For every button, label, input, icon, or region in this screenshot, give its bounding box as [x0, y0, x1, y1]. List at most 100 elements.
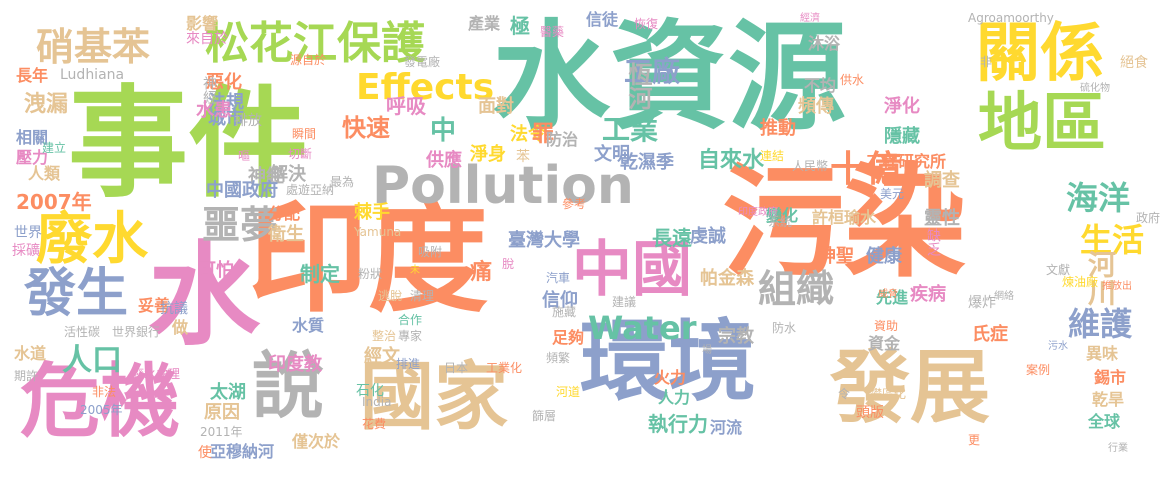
word: 健康	[866, 246, 902, 267]
word: 臺灣大學	[508, 230, 580, 251]
word: 工程研究所	[866, 152, 947, 171]
word: 乾濕季	[620, 152, 674, 173]
word: Pollution	[372, 156, 634, 216]
word: 防治	[546, 130, 579, 149]
word: 異味	[1086, 344, 1119, 363]
word: 維護	[1068, 305, 1133, 343]
word: 不均	[804, 76, 837, 95]
word: 長遠	[652, 226, 692, 250]
word: 美元	[880, 187, 905, 201]
word: 呼吸	[386, 94, 426, 118]
word: 期許	[14, 369, 39, 383]
word: 參考	[562, 197, 587, 211]
word: 足夠	[552, 328, 585, 347]
word: 神聖	[818, 246, 854, 267]
word: 虔誠	[690, 226, 726, 247]
word: 廢水處理	[132, 367, 181, 381]
word: 全球	[1088, 412, 1121, 431]
word: 2011年	[200, 425, 243, 439]
word: 石化	[356, 383, 384, 399]
word: 非	[980, 55, 993, 69]
word: India	[362, 395, 392, 409]
word: 沐浴	[808, 34, 841, 53]
word: 靈性	[924, 208, 960, 229]
word: 中	[430, 116, 457, 146]
word: 惡化	[206, 72, 242, 93]
word: Yamuna	[354, 225, 402, 239]
word: 組織	[758, 267, 835, 311]
word: Ludhiana	[60, 67, 125, 83]
word: 日本	[444, 361, 469, 375]
word: 說	[252, 344, 325, 428]
word: 政府	[1136, 211, 1161, 225]
word: 噩夢	[202, 203, 279, 247]
word: 排進	[396, 357, 421, 371]
word: 快速	[342, 114, 390, 142]
word: 連結	[760, 149, 785, 163]
word: 極	[510, 14, 530, 38]
word: 淨化	[884, 96, 920, 117]
word: 威脅	[878, 289, 898, 300]
word: 法令	[510, 124, 546, 145]
word: 河道	[556, 385, 581, 399]
word: 建議	[612, 295, 637, 309]
word: 棘手	[354, 202, 390, 223]
word: 合作	[398, 313, 423, 327]
word: 關係	[976, 17, 1104, 91]
word: 水患	[196, 100, 232, 121]
word: 松花江保護	[205, 18, 425, 69]
word: 攀區化	[870, 387, 907, 401]
word: 脫	[502, 257, 515, 271]
word: 2007年	[16, 190, 92, 214]
word: 世界	[14, 225, 42, 241]
word: 2005年	[80, 403, 123, 417]
word: 隱藏	[884, 126, 920, 147]
word: 十億	[830, 149, 903, 190]
word: 法規	[208, 92, 244, 113]
word: 人力	[658, 388, 691, 407]
word: 發電廠	[404, 55, 441, 69]
word: 洩漏	[24, 92, 69, 117]
word: 爆炸	[968, 295, 996, 311]
word: 人民幣	[792, 159, 829, 173]
word: 污水	[1048, 341, 1068, 352]
word: 錫市	[1094, 368, 1127, 387]
word: 經濟	[800, 13, 820, 24]
word: 吸附	[418, 245, 443, 259]
word: 更	[968, 433, 981, 447]
word: 地區	[978, 87, 1106, 161]
word: 河流	[710, 418, 743, 437]
word: 妥善	[138, 296, 171, 315]
word: 花費	[362, 417, 387, 431]
word: 頭版	[856, 405, 884, 421]
word: 粉狀	[358, 267, 383, 281]
word: 水道	[14, 344, 47, 363]
word: 污染	[722, 152, 966, 294]
word: 相關	[16, 128, 49, 147]
word: 信徒	[586, 10, 619, 29]
word: 中國政府	[206, 180, 278, 201]
word: 長年	[16, 66, 49, 85]
word: 供應	[426, 150, 462, 171]
word: 供水	[840, 73, 865, 87]
word: 資助	[874, 319, 899, 333]
word: 煉油廠	[1062, 275, 1099, 289]
word: 廢水	[36, 207, 148, 272]
word: 分配	[268, 204, 301, 223]
word: 工業	[602, 113, 659, 146]
word: 推放出	[1102, 281, 1132, 292]
word: 切斷	[288, 147, 313, 161]
word: Agroamoorthy	[968, 11, 1054, 25]
word: 系統	[768, 215, 793, 229]
word: 產業	[468, 14, 501, 33]
word: 危機	[20, 355, 180, 448]
word: 生活	[1080, 221, 1145, 259]
word: 活性碳	[64, 325, 101, 339]
word: 未	[410, 265, 420, 276]
word: 城市	[208, 108, 244, 129]
word: 許桓瑜水	[812, 208, 877, 227]
word: 苯	[516, 149, 530, 165]
word: 篩層	[532, 409, 557, 423]
word: 使	[198, 445, 212, 461]
